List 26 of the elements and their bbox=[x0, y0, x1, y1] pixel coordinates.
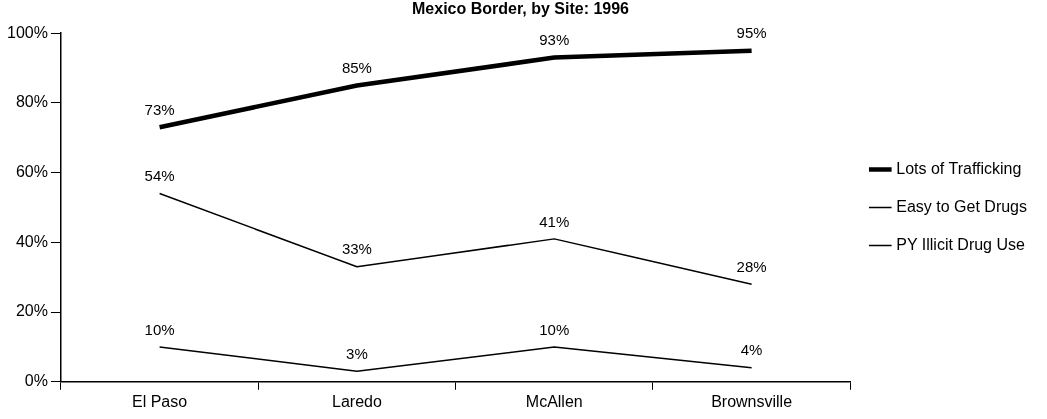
y-tick-label: 100% bbox=[7, 23, 48, 41]
data-label: 41% bbox=[539, 212, 570, 230]
data-label: 3% bbox=[346, 344, 368, 362]
legend-label: Lots of Trafficking bbox=[896, 159, 1022, 177]
data-label: 28% bbox=[736, 257, 767, 275]
y-tick-label: 60% bbox=[15, 163, 48, 181]
x-tick-label: Laredo bbox=[332, 392, 382, 410]
data-label: 4% bbox=[740, 341, 763, 359]
data-label: 95% bbox=[736, 24, 767, 42]
data-label: 54% bbox=[144, 167, 175, 185]
data-label: 10% bbox=[539, 320, 570, 338]
y-tick-label: 80% bbox=[15, 93, 48, 111]
y-tick-label: 20% bbox=[15, 302, 48, 320]
data-label: 33% bbox=[341, 240, 372, 258]
x-tick-label: Brownsville bbox=[711, 392, 793, 410]
chart-title: Mexico Border, by Site: 1996 bbox=[412, 0, 630, 18]
legend-label: PY Illicit Drug Use bbox=[896, 235, 1026, 253]
data-label: 93% bbox=[539, 31, 570, 49]
data-label: 73% bbox=[144, 100, 175, 118]
x-tick-label: El Paso bbox=[132, 392, 188, 410]
x-tick-label: McAllen bbox=[525, 392, 583, 410]
data-label: 10% bbox=[144, 320, 175, 338]
y-tick-label: 40% bbox=[15, 232, 48, 250]
data-label: 85% bbox=[341, 59, 372, 77]
y-tick-label: 0% bbox=[24, 372, 48, 390]
legend-label: Easy to Get Drugs bbox=[896, 197, 1027, 215]
